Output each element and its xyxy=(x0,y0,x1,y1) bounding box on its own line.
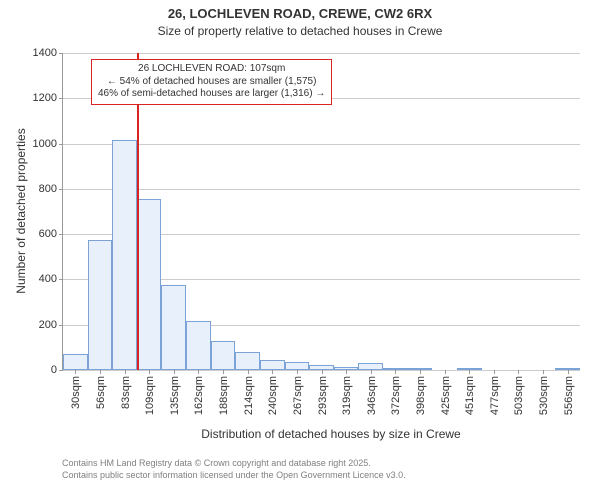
annotation-line3: 46% of semi-detached houses are larger (… xyxy=(98,88,325,101)
xtick-mark xyxy=(322,370,323,374)
x-axis-title: Distribution of detached houses by size … xyxy=(0,427,600,441)
plot-area: 020040060080010001200140030sqm56sqm83sqm… xyxy=(62,53,580,371)
xtick-label: 162sqm xyxy=(191,376,205,415)
xtick-label: 346sqm xyxy=(364,376,378,415)
chart-container: { "chart": { "type": "histogram", "title… xyxy=(0,0,600,500)
attribution-footer: Contains HM Land Registry data © Crown c… xyxy=(62,458,406,481)
histogram-bar xyxy=(112,140,137,370)
y-axis-title: Number of detached properties xyxy=(14,128,28,293)
xtick-label: 267sqm xyxy=(290,376,304,415)
xtick-label: 425sqm xyxy=(438,376,452,415)
histogram-bar xyxy=(63,354,88,370)
histogram-bar xyxy=(186,321,211,370)
ytick-label: 0 xyxy=(51,364,63,376)
histogram-bar xyxy=(211,341,236,370)
xtick-label: 503sqm xyxy=(511,376,525,415)
ytick-label: 1200 xyxy=(33,92,63,104)
histogram-bar xyxy=(235,352,260,370)
xtick-mark xyxy=(223,370,224,374)
xtick-mark xyxy=(297,370,298,374)
xtick-mark xyxy=(272,370,273,374)
ytick-label: 200 xyxy=(39,319,63,331)
histogram-bar xyxy=(285,362,310,370)
chart-title-line1: 26, LOCHLEVEN ROAD, CREWE, CW2 6RX xyxy=(0,6,600,21)
xtick-mark xyxy=(198,370,199,374)
ytick-label: 1000 xyxy=(33,138,63,150)
xtick-label: 293sqm xyxy=(315,376,329,415)
xtick-label: 188sqm xyxy=(216,376,230,415)
xtick-mark xyxy=(445,370,446,374)
gridline xyxy=(63,189,580,190)
xtick-mark xyxy=(174,370,175,374)
gridline xyxy=(63,144,580,145)
xtick-label: 319sqm xyxy=(339,376,353,415)
footer-line2: Contains public sector information licen… xyxy=(62,470,406,482)
xtick-mark xyxy=(543,370,544,374)
xtick-mark xyxy=(149,370,150,374)
xtick-label: 556sqm xyxy=(561,376,575,415)
histogram-bar xyxy=(260,360,285,370)
xtick-label: 398sqm xyxy=(413,376,427,415)
xtick-mark xyxy=(346,370,347,374)
xtick-mark xyxy=(494,370,495,374)
histogram-bar xyxy=(358,363,383,370)
xtick-mark xyxy=(469,370,470,374)
annotation-line2: ← 54% of detached houses are smaller (1,… xyxy=(98,76,325,89)
xtick-mark xyxy=(568,370,569,374)
xtick-label: 56sqm xyxy=(93,376,107,409)
xtick-mark xyxy=(395,370,396,374)
xtick-mark xyxy=(248,370,249,374)
xtick-label: 477sqm xyxy=(487,376,501,415)
ytick-label: 800 xyxy=(39,183,63,195)
xtick-mark xyxy=(75,370,76,374)
gridline xyxy=(63,53,580,54)
xtick-mark xyxy=(125,370,126,374)
histogram-bar xyxy=(161,285,186,370)
ytick-label: 400 xyxy=(39,273,63,285)
xtick-label: 83sqm xyxy=(118,376,132,409)
xtick-label: 214sqm xyxy=(241,376,255,415)
xtick-mark xyxy=(420,370,421,374)
xtick-label: 530sqm xyxy=(536,376,550,415)
xtick-label: 451sqm xyxy=(462,376,476,415)
xtick-mark xyxy=(100,370,101,374)
xtick-label: 372sqm xyxy=(388,376,402,415)
histogram-bar xyxy=(137,199,162,370)
xtick-label: 109sqm xyxy=(142,376,156,415)
xtick-mark xyxy=(518,370,519,374)
xtick-label: 30sqm xyxy=(68,376,82,409)
annotation-box: 26 LOCHLEVEN ROAD: 107sqm← 54% of detach… xyxy=(91,59,332,105)
xtick-label: 135sqm xyxy=(167,376,181,415)
histogram-bar xyxy=(88,240,113,370)
annotation-line1: 26 LOCHLEVEN ROAD: 107sqm xyxy=(98,63,325,76)
xtick-mark xyxy=(371,370,372,374)
ytick-label: 600 xyxy=(39,228,63,240)
chart-title-line2: Size of property relative to detached ho… xyxy=(0,24,600,38)
footer-line1: Contains HM Land Registry data © Crown c… xyxy=(62,458,406,470)
xtick-label: 240sqm xyxy=(265,376,279,415)
ytick-label: 1400 xyxy=(33,47,63,59)
